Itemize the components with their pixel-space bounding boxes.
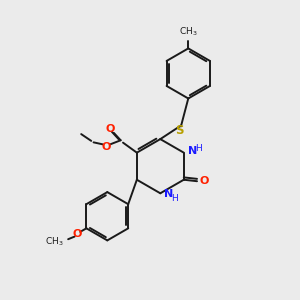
Text: O: O <box>102 142 111 152</box>
Text: N: N <box>164 190 174 200</box>
Text: O: O <box>106 124 115 134</box>
Text: CH$_3$: CH$_3$ <box>45 235 64 247</box>
Text: S: S <box>175 124 184 137</box>
Text: N: N <box>188 146 197 156</box>
Text: O: O <box>199 176 208 186</box>
Text: H: H <box>172 194 178 203</box>
Text: CH$_3$: CH$_3$ <box>179 26 198 38</box>
Text: H: H <box>195 144 202 153</box>
Text: O: O <box>73 229 82 239</box>
